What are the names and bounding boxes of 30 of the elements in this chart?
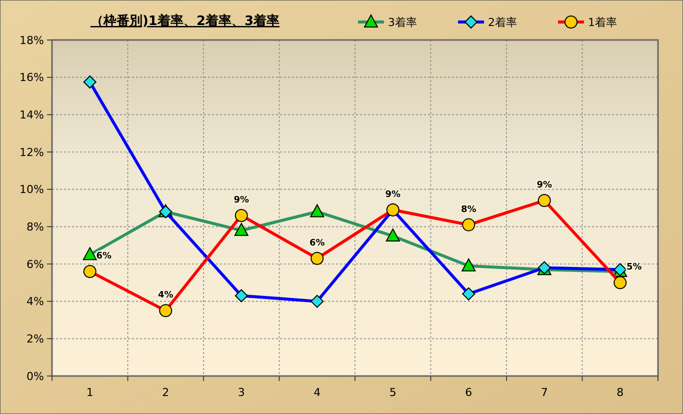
y-tick-label: 2% [26,332,44,346]
y-tick-label: 0% [26,370,44,383]
legend-label: 1着率 [588,16,617,29]
x-tick-label: 2 [162,386,170,399]
legend-label: 2着率 [488,16,517,29]
y-tick-label: 12% [20,146,44,159]
y-tick-label: 4% [26,295,44,308]
data-label: 6% [309,238,325,248]
data-label: 9% [536,180,552,191]
data-label: 4% [158,290,174,301]
chart-title: （枠番別)1着率、2着率、3着率 [90,13,280,29]
x-tick-label: 3 [238,386,245,399]
y-tick-label: 14% [20,108,44,122]
x-tick-label: 4 [314,386,321,399]
x-tick-label: 6 [465,386,472,399]
y-tick-label: 8% [26,220,44,234]
y-tick-label: 16% [20,71,44,84]
x-tick-label: 1 [86,386,94,399]
data-label: 9% [234,195,250,206]
data-label: 9% [385,190,401,200]
y-tick-label: 18% [20,34,44,47]
x-tick-label: 7 [540,386,548,399]
y-tick-label: 6% [26,258,44,271]
legend-label: 3着率 [388,16,417,29]
data-label: 6% [96,251,112,262]
data-label: 8% [460,204,476,215]
data-label: 5% [626,262,642,273]
x-tick-label: 8 [616,386,624,399]
x-tick-label: 5 [389,386,396,399]
y-tick-label: 10% [20,183,44,196]
